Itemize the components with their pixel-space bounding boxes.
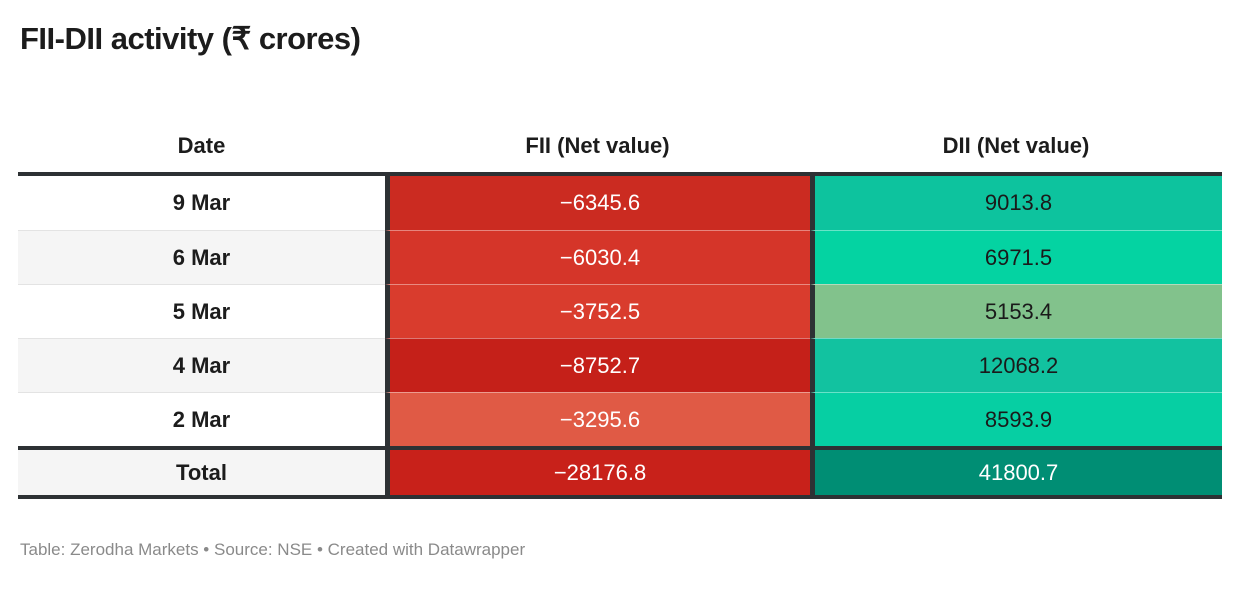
fii-dii-table: Date FII (Net value) DII (Net value) 9 M… xyxy=(18,120,1222,499)
dii-value-cell: 9013.8 xyxy=(810,176,1222,230)
table-header-row: Date FII (Net value) DII (Net value) xyxy=(18,120,1222,176)
table-row: 9 Mar −6345.6 9013.8 xyxy=(18,176,1222,230)
dii-value-cell: 8593.9 xyxy=(810,392,1222,446)
page: FII-DII activity (₹ crores) Date FII (Ne… xyxy=(18,21,1222,559)
fii-value-cell: −6030.4 xyxy=(385,230,810,284)
dii-value-cell: 12068.2 xyxy=(810,338,1222,392)
table-row: 5 Mar −3752.5 5153.4 xyxy=(18,284,1222,338)
fii-value-cell: −3752.5 xyxy=(385,284,810,338)
total-label-cell: Total xyxy=(18,450,385,495)
fii-value-cell: −6345.6 xyxy=(385,176,810,230)
fii-value-cell: −3295.6 xyxy=(385,392,810,446)
table-row: 2 Mar −3295.6 8593.9 xyxy=(18,392,1222,446)
chart-title: FII-DII activity (₹ crores) xyxy=(20,21,361,56)
date-cell: 6 Mar xyxy=(18,230,385,284)
date-cell: 5 Mar xyxy=(18,284,385,338)
table-row: 6 Mar −6030.4 6971.5 xyxy=(18,230,1222,284)
date-cell: 2 Mar xyxy=(18,392,385,446)
dii-total-cell: 41800.7 xyxy=(810,450,1222,495)
fii-value-cell: −8752.7 xyxy=(385,338,810,392)
attribution-footer: Table: Zerodha Markets • Source: NSE • C… xyxy=(20,540,526,559)
dii-value-cell: 5153.4 xyxy=(810,284,1222,338)
column-header-fii: FII (Net value) xyxy=(525,133,670,158)
dii-value-cell: 6971.5 xyxy=(810,230,1222,284)
table-row: 4 Mar −8752.7 12068.2 xyxy=(18,338,1222,392)
total-row: Total −28176.8 41800.7 xyxy=(18,446,1222,499)
date-cell: 9 Mar xyxy=(18,176,385,230)
column-header-date: Date xyxy=(177,133,226,158)
column-header-dii: DII (Net value) xyxy=(942,133,1090,158)
fii-total-cell: −28176.8 xyxy=(385,450,810,495)
date-cell: 4 Mar xyxy=(18,338,385,392)
